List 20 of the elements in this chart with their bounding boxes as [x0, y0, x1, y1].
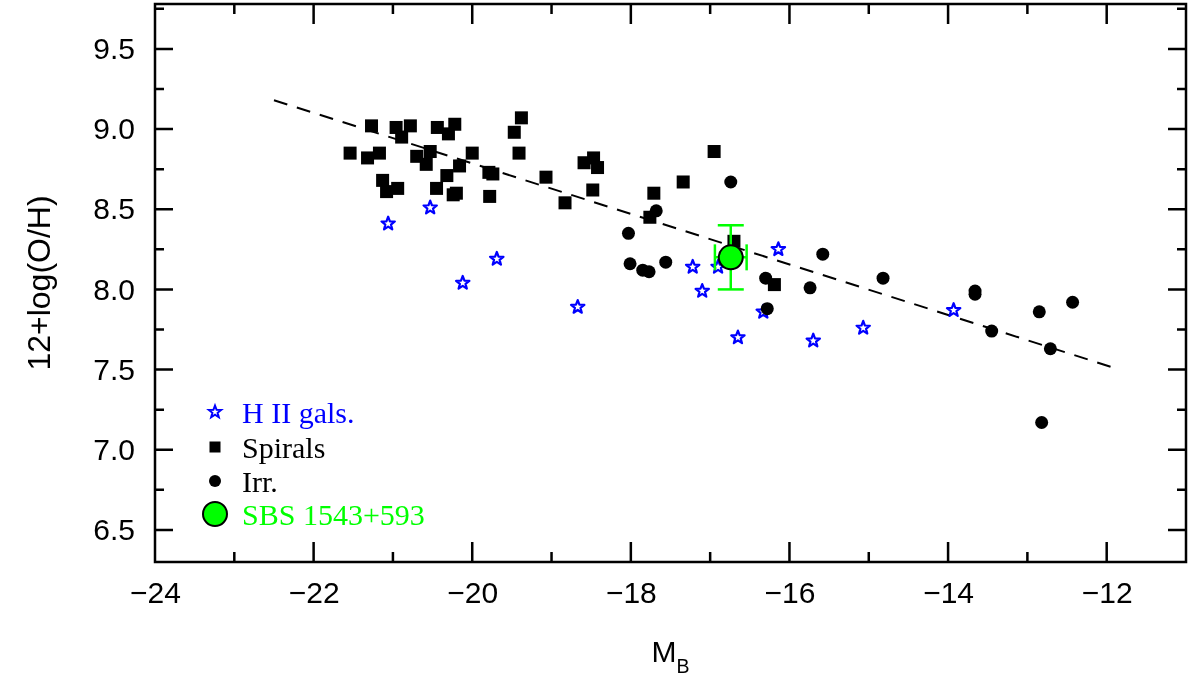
x-tick-label: −18: [605, 576, 657, 610]
legend-label: Spirals: [242, 430, 326, 464]
y-axis-title: 12+log(O/H): [21, 195, 57, 371]
legend-label: SBS 1543+593: [242, 497, 425, 531]
x-tick-label: −16: [764, 576, 816, 610]
y-tick-label: 7.0: [93, 432, 135, 466]
x-tick-label: −22: [288, 576, 340, 610]
x-tick-label: −14: [923, 576, 975, 610]
legend-label: Irr.: [242, 464, 278, 498]
y-tick-label: 8.0: [93, 272, 135, 306]
legend-label: H II gals.: [242, 395, 355, 429]
x-axis-title: M$_{B}$: [651, 635, 690, 677]
y-tick-label: 9.0: [93, 112, 135, 146]
y-tick-label: 8.5: [93, 192, 135, 226]
x-tick-label: −24: [130, 576, 181, 610]
y-tick-label: 6.5: [93, 513, 135, 547]
x-tick-label: −12: [1081, 576, 1133, 610]
y-tick-label: 9.5: [93, 32, 135, 65]
y-tick-label: 7.5: [93, 352, 135, 386]
x-tick-label: −20: [447, 576, 499, 610]
